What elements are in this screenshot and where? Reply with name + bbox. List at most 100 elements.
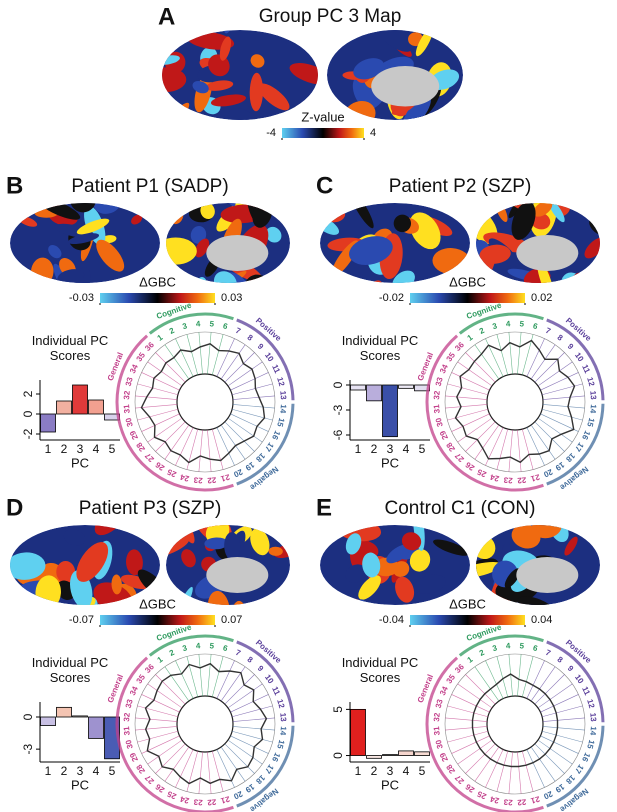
panel-title: Patient P1 (SADP)	[71, 176, 228, 197]
radar-spoke	[517, 654, 522, 697]
radar-item-label: 20	[542, 789, 554, 801]
colorbar-tick-label: -4	[266, 127, 276, 139]
colorbar	[100, 293, 215, 303]
brain-patch	[166, 237, 197, 265]
radar-item-label: 21	[529, 472, 540, 483]
brain-patch	[48, 245, 62, 259]
brain-patch	[57, 269, 85, 283]
radar-spoke	[457, 683, 493, 709]
radar-item-label: 12	[275, 698, 286, 709]
brain-patch	[93, 582, 133, 605]
bar	[398, 384, 414, 389]
x-tick-label: 2	[371, 764, 378, 778]
radar-item-label: 36	[453, 662, 466, 675]
radar-spoke	[474, 424, 500, 460]
radar-item-label: 28	[444, 440, 457, 453]
brain-patch	[250, 528, 270, 556]
brain-patch	[190, 225, 207, 244]
radar-spoke	[521, 750, 534, 792]
brain-patch	[476, 561, 502, 579]
brain-patch	[349, 236, 393, 265]
radar-spoke	[175, 338, 194, 377]
x-tick-label: 3	[77, 442, 84, 456]
radar-item-label: 21	[219, 472, 230, 483]
radar-item-label: 20	[232, 789, 244, 801]
radar-spoke	[540, 735, 579, 754]
brain-patch	[433, 539, 469, 556]
brain-patch	[213, 271, 237, 283]
radar-inner	[176, 695, 234, 753]
brain-patch	[219, 30, 238, 31]
radar-spoke	[135, 395, 178, 400]
radar-item-label: 9	[256, 342, 266, 352]
colorbar-tick-label: 0.07	[221, 614, 242, 626]
brain-patch	[383, 122, 410, 155]
radar-spoke	[521, 656, 534, 698]
radar-spoke	[485, 427, 504, 466]
radar-spoke	[155, 352, 186, 383]
brain-patch	[204, 537, 229, 550]
medial-wall	[371, 66, 440, 107]
y-tick-label: 0	[21, 713, 35, 720]
radar-spoke	[175, 749, 194, 788]
y-tick-label: -3	[21, 743, 35, 754]
radar-spoke	[137, 705, 179, 718]
radar-item-label: 16	[580, 751, 592, 763]
radar-spoke	[231, 408, 273, 421]
x-tick-label: 5	[419, 442, 426, 456]
brain-patch	[265, 226, 282, 243]
radar-spoke	[537, 683, 573, 709]
x-tick-label: 3	[77, 764, 84, 778]
radar-spoke	[141, 413, 180, 432]
radar-item-label: 7	[544, 326, 552, 336]
brain-patch	[70, 203, 97, 213]
bar	[40, 716, 56, 726]
radar-item-label: 31	[432, 725, 442, 735]
radar-item-label: 29	[128, 429, 140, 441]
y-tick-label: 0	[21, 410, 35, 417]
brain-patch	[63, 529, 86, 546]
brain-patch	[354, 483, 382, 508]
radar-item-label: 30	[124, 416, 135, 427]
radar-item-label: 25	[475, 789, 487, 801]
brain-patch	[508, 203, 537, 219]
chart-title: Individual PC Scores	[341, 655, 419, 685]
radar-spoke	[175, 660, 194, 699]
colorbar-title: ΔGBC	[449, 274, 486, 289]
radar-spoke	[508, 654, 513, 697]
radar-item-label: 13	[588, 712, 598, 722]
colorbar	[410, 615, 525, 625]
radar-item-label: 30	[434, 416, 445, 427]
brain-patch	[168, 102, 190, 120]
radar-item-label: 35	[445, 350, 458, 363]
radar-item-label: 8	[246, 333, 255, 343]
radar-spoke	[216, 338, 235, 377]
radar-item-label: 34	[438, 362, 450, 374]
radar-spoke	[526, 338, 545, 377]
radar-spoke	[207, 332, 212, 375]
radar-item-label: 9	[566, 342, 576, 352]
bar	[72, 384, 88, 415]
radar-spoke	[224, 674, 255, 705]
x-tick-label: 2	[61, 764, 68, 778]
radar-spoke	[534, 743, 565, 774]
y-tick-label: 0	[331, 752, 345, 759]
radar-item-label: 5	[209, 641, 215, 650]
radar-outer	[134, 331, 276, 473]
colorbar-title: ΔGBC	[139, 274, 176, 289]
radar-item-label: 4	[196, 641, 202, 650]
brain-patch	[386, 544, 411, 564]
x-tick-label: 5	[419, 764, 426, 778]
radar-item-label: 13	[278, 712, 288, 722]
radar-group-arc	[236, 403, 295, 486]
radar-item-label: 6	[532, 321, 539, 331]
radar-item-label: 33	[434, 698, 445, 709]
radar-item-label: 11	[580, 685, 592, 697]
medial-wall	[516, 557, 579, 593]
brain-patch	[548, 203, 565, 223]
chart-title-box: Individual PC Scores	[341, 655, 419, 685]
radar-spoke	[508, 751, 513, 794]
brain-patch	[223, 30, 239, 34]
brain-patch	[362, 552, 381, 578]
radar-spoke	[224, 352, 255, 383]
